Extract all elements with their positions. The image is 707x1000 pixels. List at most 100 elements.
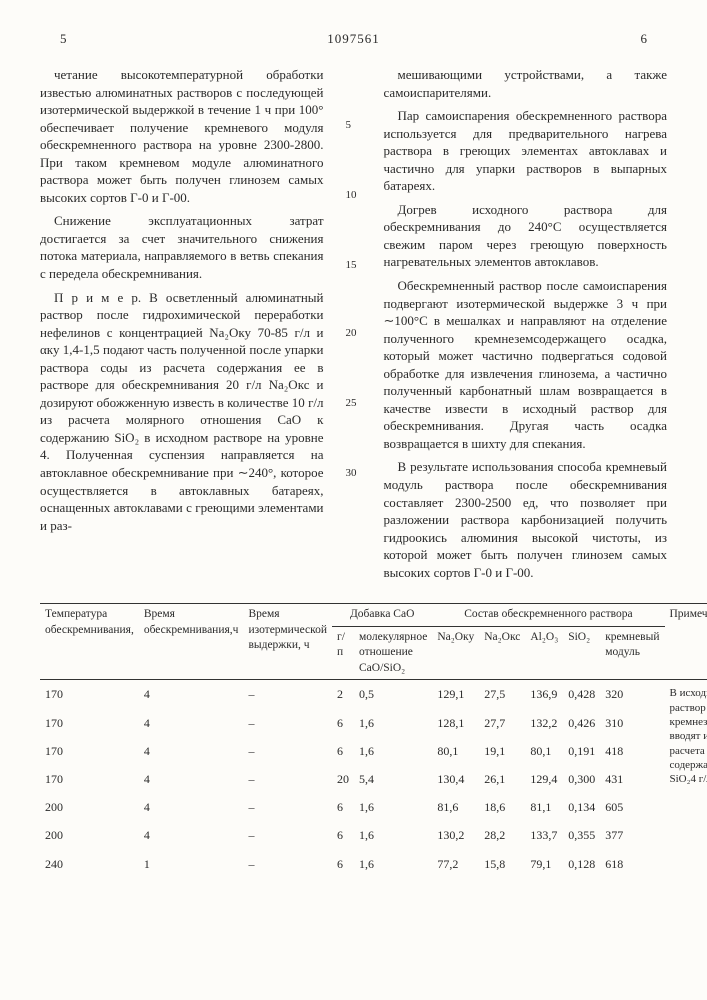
cell: – [243,821,332,849]
cell: 81,6 [432,793,479,821]
cell: 200 [40,821,139,849]
cell: 6 [332,793,354,821]
cell: 431 [600,765,664,793]
cell: 1 [139,850,244,878]
cell: 15,8 [479,850,525,878]
cell: 80,1 [525,737,563,765]
cell: 0,428 [563,680,600,709]
table-row: 1704–205,4130,426,1129,40,300431 [40,765,707,793]
th-temp: Температура обескремнивания, [40,604,139,680]
cell: – [243,709,332,737]
cell: 170 [40,737,139,765]
cell: 80,1 [432,737,479,765]
cell: 4 [139,680,244,709]
cell: 133,7 [525,821,563,849]
table-row: 2401–61,677,215,879,10,128618 [40,850,707,878]
th-cao-gp: г/п [332,626,354,680]
cell: 377 [600,821,664,849]
cell: 1,6 [354,793,432,821]
cell: 6 [332,737,354,765]
para: П р и м е р. В осветленный алюминатный р… [40,289,324,535]
table-row: 1704–61,680,119,180,10,191418 [40,737,707,765]
cell: 26,1 [479,765,525,793]
th-time2: Время изотермической выдержки, ч [243,604,332,680]
patent-number: 1097561 [327,30,380,48]
lineno: 5 [346,118,352,133]
two-column-text: четание высокотемпературной обработки из… [40,66,667,587]
table-row: 2004–61,681,618,681,10,134605 [40,793,707,821]
cell: 4 [139,765,244,793]
right-col-num: 6 [641,30,648,48]
cell: 0,128 [563,850,600,878]
para: В результате использования способа кремн… [384,458,668,581]
cell: 0,134 [563,793,600,821]
cell: 136,9 [525,680,563,709]
cell: 170 [40,709,139,737]
cell: 170 [40,765,139,793]
para: четание высокотемпературной обработки из… [40,66,324,206]
cell: 132,2 [525,709,563,737]
cell: 79,1 [525,850,563,878]
th-mod: кремневый модуль [600,626,664,680]
lineno: 30 [346,466,357,481]
th-sostav: Состав обескремненного раствора [432,604,664,627]
right-column: мешивающими устройствами, а также самоис… [384,66,668,587]
th-sio: SiO₂ [563,626,600,680]
para: Снижение эксплуатационных затрат достига… [40,212,324,282]
line-number-gutter: 5 10 15 20 25 30 [346,66,362,587]
cell: 6 [332,709,354,737]
data-table: Температура обескремнивания, Время обеск… [40,603,707,877]
cell: 77,2 [432,850,479,878]
cell: 81,1 [525,793,563,821]
cell: 4 [139,737,244,765]
cell: 130,2 [432,821,479,849]
cell: 4 [139,709,244,737]
cell: – [243,765,332,793]
cell: – [243,850,332,878]
cell: 19,1 [479,737,525,765]
table-row: 1704–20,5129,127,5136,90,428320В исходны… [40,680,707,709]
lineno: 25 [346,396,357,411]
cell: 130,4 [432,765,479,793]
cell: 1,6 [354,850,432,878]
table-row: 2004–61,6130,228,2133,70,355377 [40,821,707,849]
lineno: 15 [346,258,357,273]
cell: 4 [139,821,244,849]
cell: 0,5 [354,680,432,709]
cell: 200 [40,793,139,821]
cell: 18,6 [479,793,525,821]
para: Догрев исходного раствора для обескремни… [384,201,668,271]
lineno: 20 [346,326,357,341]
cell: 1,6 [354,737,432,765]
th-cao-group: Добавка CaO [332,604,432,627]
cell: 4 [139,793,244,821]
cell: 618 [600,850,664,878]
th-al: Al₂O₃ [525,626,563,680]
left-column: четание высокотемпературной обработки из… [40,66,324,587]
para: Пар самоиспарения обескремненного раство… [384,107,668,195]
cell: 0,426 [563,709,600,737]
para: мешивающими устройствами, а также самоис… [384,66,668,101]
th-prim: Примечание [665,604,707,680]
cell: 1,6 [354,821,432,849]
cell: 2 [332,680,354,709]
note-cell: В исходный раствор кремнезем вводят из р… [665,680,707,878]
cell: – [243,737,332,765]
cell: 129,1 [432,680,479,709]
cell: 0,355 [563,821,600,849]
cell: 27,7 [479,709,525,737]
para: Обескремненный раствор после самоиспарен… [384,277,668,452]
cell: 605 [600,793,664,821]
th-cao-mol: молекулярное отношение CaO/SiO₂ [354,626,432,680]
cell: 320 [600,680,664,709]
table-row: 1704–61,6128,127,7132,20,426310 [40,709,707,737]
cell: 1,6 [354,709,432,737]
cell: 129,4 [525,765,563,793]
left-col-num: 5 [60,30,67,48]
lineno: 10 [346,188,357,203]
cell: 128,1 [432,709,479,737]
page-header: 5 1097561 6 [40,30,667,48]
cell: 0,300 [563,765,600,793]
th-na1: Na₂Oку [432,626,479,680]
cell: 6 [332,821,354,849]
